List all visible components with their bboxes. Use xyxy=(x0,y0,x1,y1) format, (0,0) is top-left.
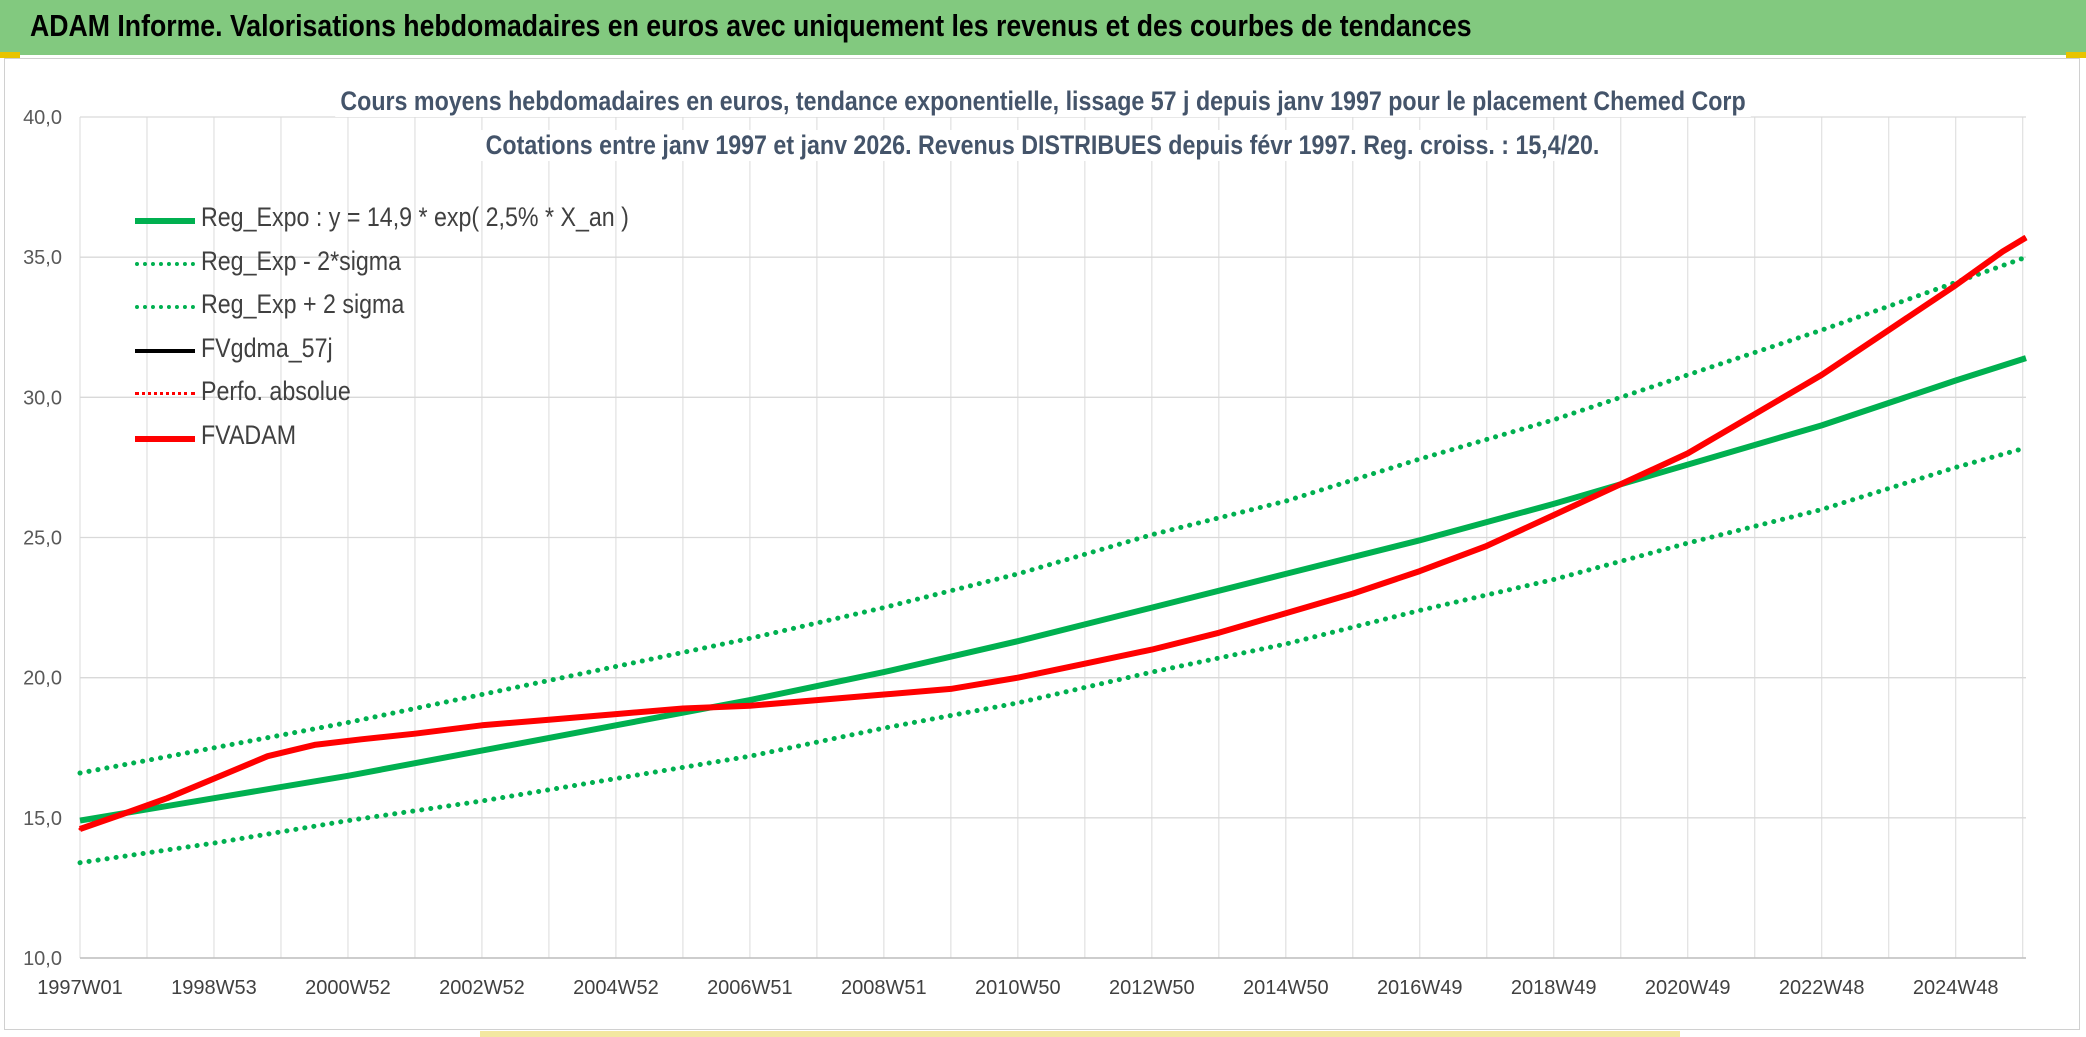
x-tick-label: 2012W50 xyxy=(1109,977,1195,999)
corner-accent-right xyxy=(2066,52,2086,58)
x-tick-label: 2018W49 xyxy=(1511,977,1597,999)
chart-subtitle-line: Cotations entre janv 1997 et janv 2026. … xyxy=(0,130,2086,161)
x-tick-label: 2014W50 xyxy=(1243,977,1329,999)
y-tick-label: 35,0 xyxy=(23,247,62,269)
legend-label: FVADAM xyxy=(201,419,297,450)
x-tick-label: 2002W52 xyxy=(439,977,525,999)
corner-accent-left xyxy=(0,52,20,58)
series-line-2 xyxy=(77,445,2029,866)
x-tick-label: 2020W49 xyxy=(1645,977,1731,999)
chart-frame xyxy=(4,58,2080,1030)
legend-label: FVgdma_57j xyxy=(201,332,333,363)
x-tick-label: 2024W48 xyxy=(1913,977,1999,999)
y-tick-label: 15,0 xyxy=(23,808,62,830)
y-tick-label: 25,0 xyxy=(23,528,62,550)
y-tick-label: 40,0 xyxy=(23,107,62,129)
series-line-3 xyxy=(77,254,2029,776)
x-tick-label: 1997W01 xyxy=(37,977,123,999)
x-tick-label: 2000W52 xyxy=(305,977,391,999)
legend-swatch xyxy=(135,261,195,266)
x-tick-label: 2006W51 xyxy=(707,977,793,999)
series-line-6 xyxy=(79,234,2028,832)
y-tick-label: 20,0 xyxy=(23,668,62,690)
x-tick-label: 2016W49 xyxy=(1377,977,1463,999)
x-tick-label: 2022W48 xyxy=(1779,977,1865,999)
x-tick-label: 1998W53 xyxy=(171,977,257,999)
legend-swatch xyxy=(135,435,195,442)
series-line-1 xyxy=(79,355,2027,824)
legend-label: Perfo. absolue xyxy=(201,376,351,406)
y-tick-label: 10,0 xyxy=(23,948,62,970)
legend-label: Reg_Exp - 2*sigma xyxy=(201,245,402,276)
banner: ADAM Informe. Valorisations hebdomadaire… xyxy=(0,0,2086,55)
chart-subtitle: Cotations entre janv 1997 et janv 2026. … xyxy=(480,130,1606,161)
y-tick-label: 30,0 xyxy=(23,387,62,409)
banner-title: ADAM Informe. Valorisations hebdomadaire… xyxy=(30,8,1472,43)
legend-swatch xyxy=(135,392,195,395)
legend-swatch xyxy=(135,348,195,353)
x-tick-label: 2008W51 xyxy=(841,977,927,999)
legend-label: Reg_Expo : y = 14,9 * exp( 2,5% * X_an ) xyxy=(201,202,629,232)
legend-swatch xyxy=(135,218,195,224)
chart-title-line: Cours moyens hebdomadaires en euros, ten… xyxy=(0,86,2086,117)
x-tick-label: 2004W52 xyxy=(573,977,659,999)
x-tick-label: 2010W50 xyxy=(975,977,1061,999)
legend-swatch xyxy=(135,305,195,309)
legend-label: Reg_Exp + 2 sigma xyxy=(201,289,405,319)
chart-title: Cours moyens hebdomadaires en euros, ten… xyxy=(335,86,1751,117)
bottom-accent-strip xyxy=(480,1031,1680,1037)
